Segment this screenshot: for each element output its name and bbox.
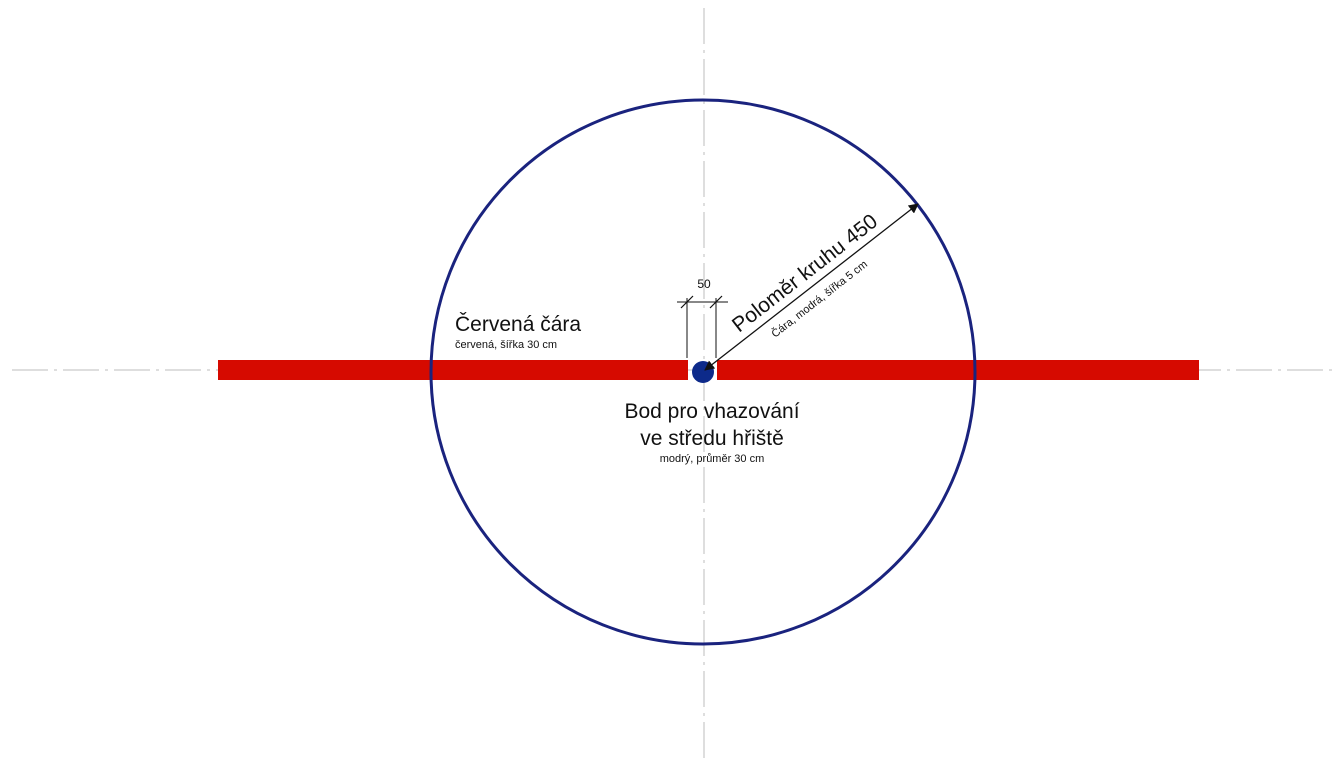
red-line-title: Červená čára [455, 313, 581, 336]
red-line-spec: červená, šířka 30 cm [455, 339, 557, 351]
red-line-right [717, 360, 1199, 380]
red-line-left [218, 360, 688, 380]
gap-tick-right [709, 295, 723, 309]
gap-dimension-label: 50 [697, 277, 711, 291]
faceoff-spec: modrý, průměr 30 cm [660, 453, 765, 465]
faceoff-title-line1: Bod pro vhazování [624, 400, 799, 423]
radius-dimension-arrow [704, 203, 919, 371]
faceoff-title-line2: ve středu hřiště [640, 427, 784, 450]
center-circle [429, 98, 977, 646]
faceoff-spot [692, 361, 714, 383]
gap-tick-left [680, 295, 694, 309]
